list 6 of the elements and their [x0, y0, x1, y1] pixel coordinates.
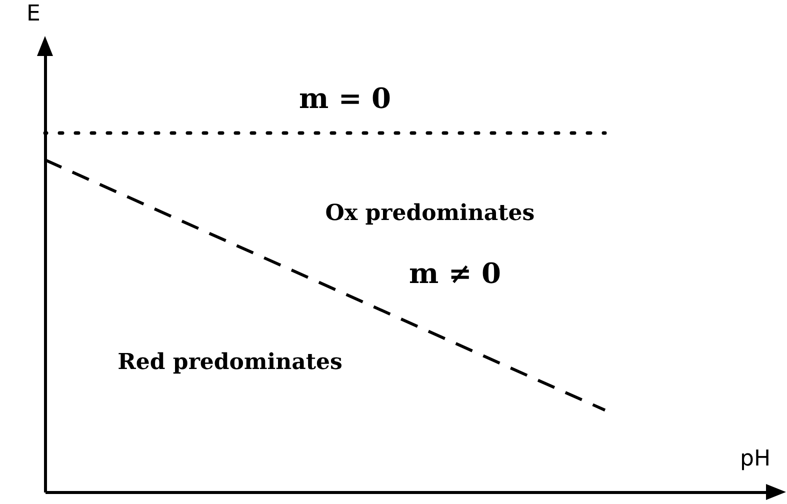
annotation: Ox predominates — [325, 200, 535, 226]
series-label: m = 0 — [298, 82, 392, 115]
y-axis-title: E — [26, 2, 40, 26]
x-axis-title: pH — [740, 446, 770, 472]
series-label: m ≠ 0 — [408, 257, 502, 290]
annotation: Red predominates — [118, 349, 342, 375]
